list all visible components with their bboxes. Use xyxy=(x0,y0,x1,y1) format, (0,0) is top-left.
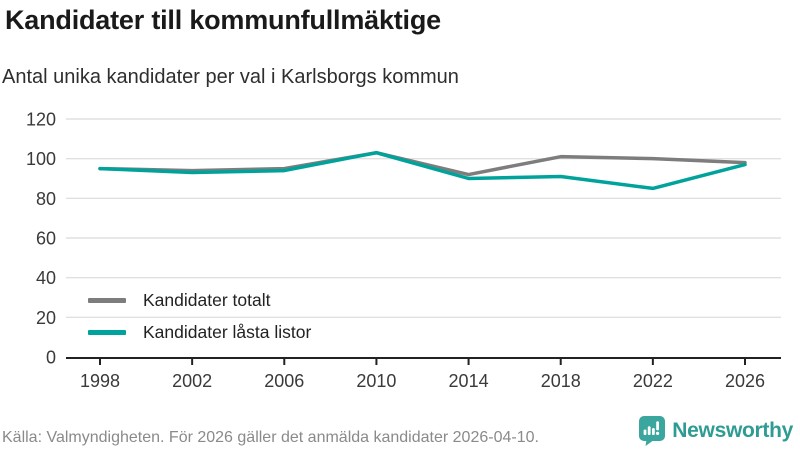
x-axis-tick-label: 2014 xyxy=(449,371,489,391)
page-title: Kandidater till kommunfullmäktige xyxy=(5,5,441,35)
y-axis-tick-label: 40 xyxy=(36,268,56,288)
x-axis-tick-label: 2022 xyxy=(633,371,673,391)
y-axis-tick-label: 120 xyxy=(26,110,56,130)
x-axis-tick-label: 1998 xyxy=(80,371,120,391)
source-note: Källa: Valmyndigheten. För 2026 gäller d… xyxy=(2,429,539,446)
chart-legend: Kandidater totalt Kandidater låsta listo… xyxy=(88,287,311,345)
x-axis-tick-label: 2026 xyxy=(725,371,765,391)
y-axis-tick-label: 80 xyxy=(36,189,56,209)
series-line xyxy=(98,150,747,191)
y-axis-tick-label: 100 xyxy=(26,149,56,169)
legend-label: Kandidater totalt xyxy=(143,289,271,310)
y-axis-tick-label: 60 xyxy=(36,229,56,249)
y-axis-tick-label: 20 xyxy=(36,308,56,328)
series-line xyxy=(98,150,747,177)
legend-item-totalt: Kandidater totalt xyxy=(88,287,311,313)
x-axis-tick-label: 2010 xyxy=(356,371,396,391)
legend-swatch-teal-line xyxy=(88,329,126,335)
legend-item-lasta-listor: Kandidater låsta listor xyxy=(88,319,311,345)
x-axis-tick-label: 2018 xyxy=(541,371,581,391)
legend-label: Kandidater låsta listor xyxy=(143,321,312,342)
y-axis-tick-label: 0 xyxy=(46,348,56,368)
chart-subtitle: Antal unika kandidater per val i Karlsbo… xyxy=(2,66,459,88)
newsworthy-logo: Newsworthy xyxy=(639,416,793,446)
newsworthy-speech-bubble-icon xyxy=(639,416,666,446)
x-axis-tick-label: 2006 xyxy=(264,371,304,391)
legend-swatch-gray-line xyxy=(88,297,126,303)
x-axis-tick-label: 2002 xyxy=(172,371,212,391)
newsworthy-wordmark: Newsworthy xyxy=(672,419,793,442)
